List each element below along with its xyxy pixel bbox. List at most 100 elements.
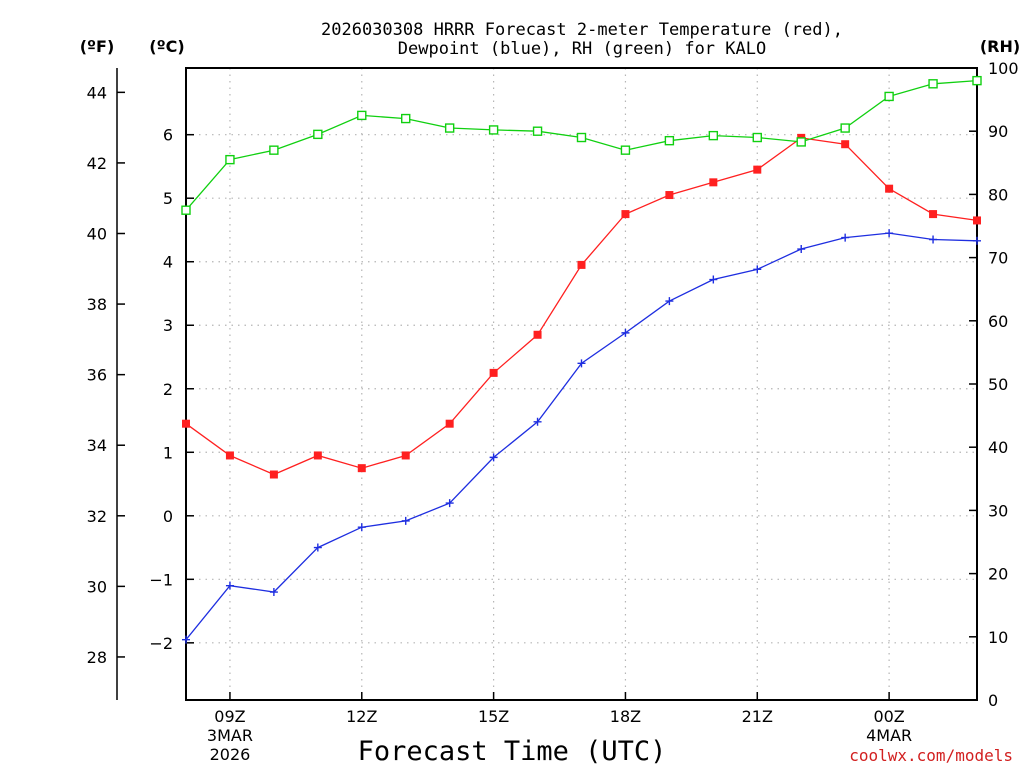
- fahrenheit-unit-label: (ºF): [80, 37, 115, 56]
- celsius-unit-label: (ºC): [149, 37, 184, 56]
- temperature-point: [665, 191, 674, 200]
- rh-tick-label: 0: [988, 691, 998, 710]
- x-tick-label: 12Z: [346, 707, 377, 726]
- dewpoint-point: [577, 359, 586, 368]
- celsius-tick-label: 3: [163, 316, 173, 335]
- x-tick-date: 4MAR: [866, 726, 912, 745]
- rh-point: [620, 145, 631, 155]
- temperature-point: [533, 330, 542, 339]
- x-axis-title: Forecast Time (UTC): [358, 736, 667, 767]
- dewpoint-point: [313, 543, 322, 552]
- rh-tick-label: 50: [988, 375, 1008, 394]
- celsius-tick-label: 2: [163, 380, 173, 399]
- temperature-point: [841, 140, 850, 149]
- dewpoint-point: [269, 588, 278, 597]
- temperature-point: [269, 470, 278, 479]
- rh-point: [708, 130, 719, 141]
- temperature-point: [929, 210, 938, 219]
- dewpoint-point: [357, 523, 366, 532]
- temperature-point: [182, 419, 190, 428]
- dewpoint-point: [885, 229, 894, 238]
- rh-tick-label: 60: [988, 312, 1008, 331]
- temperature-point: [577, 260, 586, 269]
- dewpoint-point: [489, 453, 498, 462]
- fahrenheit-tick-label: 28: [87, 648, 107, 667]
- temperature-point: [313, 451, 322, 460]
- rh-point: [884, 91, 894, 102]
- rh-tick-label: 70: [988, 249, 1008, 268]
- dewpoint-point: [797, 245, 806, 254]
- rh-tick-label: 20: [988, 565, 1008, 584]
- x-tick-label: 21Z: [742, 707, 773, 726]
- rh-point: [752, 132, 762, 143]
- celsius-tick-label: 4: [163, 253, 173, 272]
- chart-title-line1: 2026030308 HRRR Forecast 2-meter Tempera…: [321, 20, 843, 40]
- rh-point: [840, 123, 850, 133]
- temperature-point: [709, 178, 718, 187]
- rh-point: [357, 110, 367, 121]
- celsius-tick-label: −1: [149, 570, 173, 589]
- x-tick-label: 09Z: [214, 707, 245, 726]
- rh-point: [313, 129, 323, 140]
- celsius-tick-label: 5: [163, 189, 173, 208]
- rh-point: [181, 205, 191, 215]
- x-tick-date: 3MAR: [207, 726, 253, 745]
- dewpoint-point: [182, 635, 190, 644]
- temperature-point: [225, 451, 234, 460]
- temperature-point: [973, 216, 981, 225]
- data-series: [181, 75, 982, 644]
- dewpoint-point: [225, 581, 234, 590]
- rh-point: [225, 154, 235, 165]
- rh-tick-label: 80: [988, 185, 1008, 204]
- celsius-tick-label: 1: [163, 443, 173, 462]
- x-tick-label: 18Z: [610, 707, 641, 726]
- rh-tick-label: 90: [988, 122, 1008, 141]
- chart-title-line2: Dewpoint (blue), RH (green) for KALO: [398, 39, 766, 59]
- dewpoint-point: [973, 236, 981, 245]
- temperature-point: [445, 419, 454, 428]
- dewpoint-point: [753, 265, 762, 274]
- rh-tick-label: 30: [988, 501, 1008, 520]
- dewpoint-point: [621, 328, 630, 337]
- grid-lines: [186, 68, 977, 700]
- rh-point: [532, 126, 543, 136]
- rh-point: [928, 79, 938, 89]
- dewpoint-point: [709, 275, 718, 284]
- fahrenheit-tick-label: 32: [87, 507, 107, 526]
- rh-point: [401, 113, 411, 124]
- fahrenheit-tick-label: 42: [87, 154, 107, 173]
- celsius-tick-label: 6: [163, 126, 173, 145]
- fahrenheit-tick-label: 40: [87, 224, 107, 243]
- rh-point: [796, 137, 806, 147]
- rh-point: [269, 145, 279, 155]
- rh-unit-label: (RH): [980, 37, 1020, 56]
- temperature-point: [357, 464, 366, 473]
- dewpoint-point: [445, 499, 454, 508]
- rh-point: [664, 135, 675, 146]
- dewpoint-line: [185, 232, 978, 641]
- site-credit: coolwx.com/models: [849, 746, 1013, 765]
- rh-tick-label: 100: [988, 59, 1019, 78]
- rh-point: [488, 125, 499, 135]
- temperature-point: [489, 368, 498, 377]
- dewpoint-point: [841, 233, 850, 242]
- dewpoint-point: [533, 417, 542, 426]
- rh-tick-label: 10: [988, 628, 1008, 647]
- x-tick-label: 00Z: [873, 707, 904, 726]
- temperature-line: [185, 137, 978, 476]
- fahrenheit-tick-label: 36: [87, 366, 107, 385]
- fahrenheit-tick-label: 38: [87, 295, 107, 314]
- dewpoint-point: [401, 516, 410, 525]
- celsius-tick-label: −2: [149, 634, 173, 653]
- fahrenheit-tick-label: 44: [87, 83, 107, 102]
- plot-frame: [185, 67, 978, 701]
- fahrenheit-tick-label: 30: [87, 577, 107, 596]
- x-tick-year: 2026: [210, 745, 251, 764]
- rh-tick-label: 40: [988, 438, 1008, 457]
- celsius-tick-label: 0: [163, 507, 173, 526]
- temperature-point: [401, 451, 410, 460]
- x-tick-label: 15Z: [478, 707, 509, 726]
- temperature-point: [621, 210, 630, 219]
